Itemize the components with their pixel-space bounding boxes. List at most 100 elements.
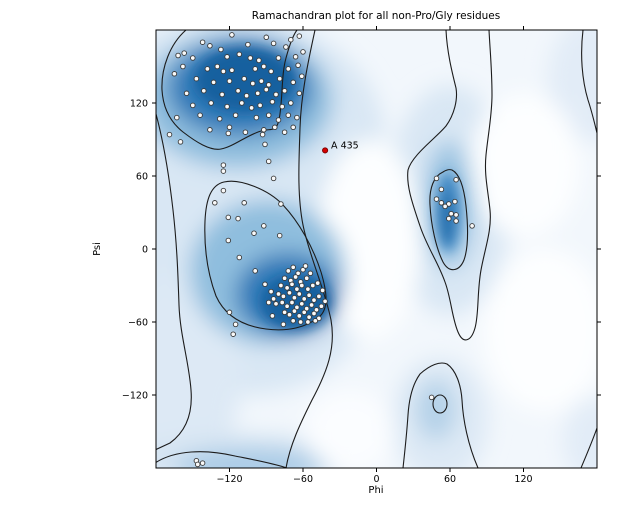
residue-point[interactable] — [210, 79, 217, 86]
residue-point[interactable] — [207, 127, 213, 133]
residue-point[interactable] — [232, 112, 239, 118]
residue-point[interactable] — [296, 33, 303, 39]
residue-point[interactable] — [438, 200, 445, 206]
residue-point[interactable] — [270, 175, 277, 182]
residue-point[interactable] — [448, 210, 454, 217]
residue-marker-A435[interactable]: A 435 — [322, 140, 359, 154]
residue-point[interactable] — [220, 68, 227, 75]
residue-point[interactable] — [305, 286, 311, 292]
residue-point[interactable] — [290, 124, 296, 131]
residue-point[interactable] — [319, 287, 326, 294]
residue-point[interactable] — [259, 131, 266, 138]
residue-point[interactable] — [452, 198, 458, 205]
residue-point[interactable] — [207, 43, 213, 49]
residue-point[interactable] — [294, 286, 300, 292]
residue-point[interactable] — [291, 308, 298, 314]
residue-point[interactable] — [265, 299, 272, 306]
residue-point[interactable] — [197, 112, 203, 118]
residue-point[interactable] — [181, 50, 187, 56]
residue-point[interactable] — [281, 309, 288, 316]
residue-point[interactable] — [220, 168, 227, 174]
residue-point[interactable] — [433, 175, 440, 182]
residue-point[interactable] — [292, 54, 299, 60]
residue-point[interactable] — [316, 293, 322, 300]
residue-point[interactable] — [232, 321, 239, 328]
residue-point[interactable] — [286, 311, 293, 318]
residue-point[interactable] — [229, 67, 235, 73]
residue-point[interactable] — [318, 303, 325, 309]
residue-point[interactable] — [288, 36, 294, 43]
residue-point[interactable] — [270, 40, 277, 47]
residue-point[interactable] — [273, 301, 279, 307]
residue-point[interactable] — [269, 313, 276, 319]
residue-point[interactable] — [291, 294, 298, 301]
residue-point[interactable] — [254, 90, 261, 97]
residue-point[interactable] — [305, 319, 311, 325]
residue-point[interactable] — [442, 203, 448, 210]
residue-point[interactable] — [199, 39, 206, 45]
residue-point[interactable] — [299, 73, 305, 79]
residue-point[interactable] — [252, 268, 258, 274]
residue-point[interactable] — [276, 232, 283, 239]
residue-point[interactable] — [272, 124, 278, 131]
residue-point[interactable] — [166, 131, 173, 138]
residue-point[interactable] — [295, 62, 301, 69]
residue-point[interactable] — [208, 100, 214, 106]
residue-point[interactable] — [216, 116, 223, 122]
residue-point[interactable] — [190, 102, 196, 109]
residue-point[interactable] — [241, 200, 247, 206]
residue-point[interactable] — [220, 187, 227, 194]
residue-point[interactable] — [258, 78, 265, 84]
residue-point[interactable] — [235, 215, 241, 222]
residue-point[interactable] — [268, 288, 274, 295]
residue-point[interactable] — [268, 68, 274, 75]
residue-point[interactable] — [239, 100, 245, 106]
residue-point[interactable] — [204, 66, 211, 72]
residue-point[interactable] — [190, 55, 196, 61]
residue-point[interactable] — [273, 91, 279, 98]
residue-point[interactable] — [225, 214, 232, 221]
residue-point[interactable] — [285, 268, 292, 274]
residue-point[interactable] — [229, 32, 235, 38]
residue-point[interactable] — [284, 285, 290, 291]
residue-point[interactable] — [224, 103, 230, 110]
residue-point[interactable] — [226, 124, 233, 131]
residue-point[interactable] — [453, 212, 459, 218]
residue-point[interactable] — [262, 141, 268, 148]
residue-point[interactable] — [280, 321, 287, 328]
residue-point[interactable] — [290, 79, 296, 86]
residue-point[interactable] — [296, 90, 303, 97]
residue-point[interactable] — [296, 313, 303, 319]
residue-point[interactable] — [257, 102, 263, 109]
residue-point[interactable] — [265, 112, 272, 118]
residue-point[interactable] — [175, 52, 181, 59]
residue-point[interactable] — [311, 297, 317, 303]
residue-point[interactable] — [322, 298, 328, 305]
residue-point[interactable] — [270, 296, 277, 302]
residue-point[interactable] — [285, 66, 292, 72]
residue-point[interactable] — [263, 86, 270, 93]
highlighted-residue-point[interactable] — [322, 147, 329, 154]
residue-point[interactable] — [310, 282, 316, 289]
residue-point[interactable] — [301, 296, 307, 302]
residue-point[interactable] — [219, 91, 225, 98]
residue-point[interactable] — [286, 290, 293, 296]
residue-point[interactable] — [226, 78, 233, 84]
residue-point[interactable] — [251, 230, 257, 236]
residue-point[interactable] — [199, 460, 206, 466]
residue-point[interactable] — [306, 292, 312, 298]
residue-point[interactable] — [247, 55, 254, 61]
residue-point[interactable] — [294, 114, 300, 121]
residue-point[interactable] — [265, 158, 272, 165]
residue-point[interactable] — [225, 130, 232, 137]
residue-point[interactable] — [261, 127, 267, 133]
residue-point[interactable] — [269, 99, 276, 105]
residue-point[interactable] — [290, 264, 296, 271]
residue-point[interactable] — [230, 331, 236, 337]
residue-point[interactable] — [252, 66, 258, 72]
residue-point[interactable] — [289, 281, 295, 288]
residue-point[interactable] — [301, 309, 307, 316]
residue-point[interactable] — [262, 281, 268, 288]
residue-point[interactable] — [275, 55, 282, 61]
